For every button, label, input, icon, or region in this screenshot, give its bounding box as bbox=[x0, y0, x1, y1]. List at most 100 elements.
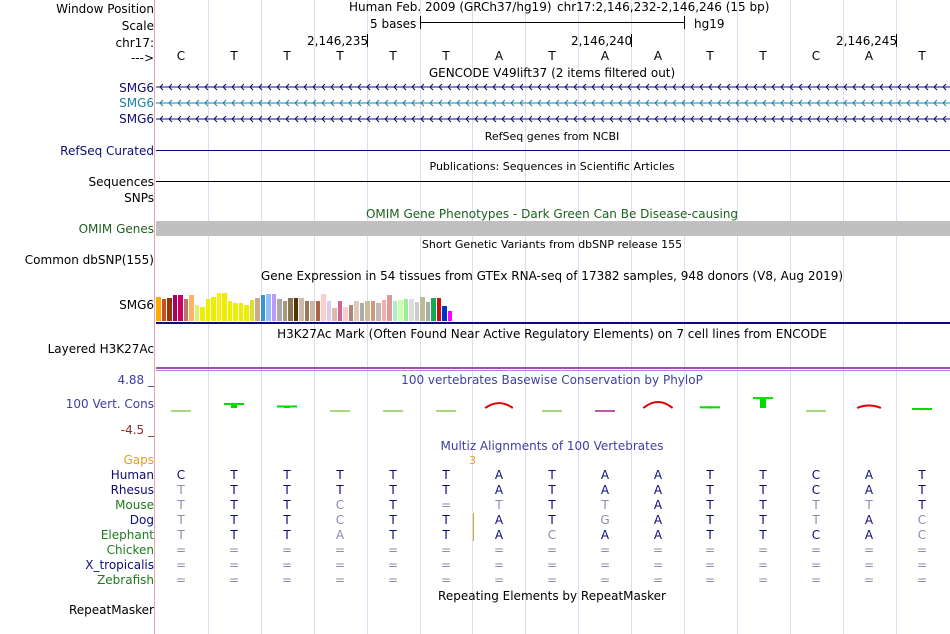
gtex-tissue-bar[interactable] bbox=[387, 295, 392, 321]
omim-track-title[interactable]: OMIM Gene Phenotypes - Dark Green Can Be… bbox=[365, 207, 739, 221]
gtex-tissue-bar[interactable] bbox=[332, 308, 337, 321]
gtex-tissue-bar[interactable] bbox=[293, 298, 298, 321]
dbsnp-label[interactable]: Common dbSNP(155) bbox=[24, 253, 154, 267]
omim-label[interactable]: OMIM Genes bbox=[78, 222, 154, 236]
gtex-tissue-bar[interactable] bbox=[343, 307, 348, 321]
gtex-tissue-bar[interactable] bbox=[310, 301, 315, 321]
gencode-label-1[interactable]: SMG6 bbox=[119, 81, 154, 95]
gtex-tissue-bar[interactable] bbox=[337, 301, 342, 321]
multiz-track-title[interactable]: Multiz Alignments of 100 Vertebrates bbox=[440, 439, 664, 453]
gtex-tissue-bar[interactable] bbox=[200, 307, 205, 321]
h3k27ac-track-title[interactable]: H3K27Ac Mark (Often Found Near Active Re… bbox=[277, 327, 827, 341]
publication-sequence-line[interactable] bbox=[156, 181, 950, 182]
gtex-tissue-bar[interactable] bbox=[260, 295, 265, 321]
gtex-tissue-bar[interactable] bbox=[227, 301, 232, 321]
gtex-tissue-bar[interactable] bbox=[376, 303, 381, 321]
gtex-tissue-bar[interactable] bbox=[205, 299, 210, 321]
gtex-tissue-bar[interactable] bbox=[414, 302, 419, 321]
species-label-zebrafish[interactable]: Zebrafish bbox=[97, 573, 154, 587]
gencode-track-title[interactable]: GENCODE V49lift37 (2 items filtered out) bbox=[428, 66, 676, 80]
gtex-tissue-bar[interactable] bbox=[420, 297, 425, 321]
gencode-label-2[interactable]: SMG6 bbox=[119, 96, 154, 110]
gtex-tissue-bar[interactable] bbox=[299, 298, 304, 321]
species-label-elephant[interactable]: Elephant bbox=[100, 528, 154, 542]
species-label-mouse[interactable]: Mouse bbox=[115, 498, 154, 512]
gtex-tissue-bar[interactable] bbox=[183, 299, 188, 321]
gtex-tissue-bar[interactable] bbox=[233, 303, 238, 321]
gtex-tissue-bar[interactable] bbox=[442, 306, 447, 321]
gtex-tissue-bar[interactable] bbox=[315, 301, 320, 321]
conservation-letter[interactable] bbox=[277, 405, 297, 408]
gtex-tissue-bar[interactable] bbox=[398, 300, 403, 321]
gtex-tissue-bar[interactable] bbox=[370, 301, 375, 321]
gtex-tissue-bar[interactable] bbox=[222, 293, 227, 321]
strand-arrow-label[interactable]: ---> bbox=[130, 51, 154, 65]
gtex-tissue-bar[interactable] bbox=[266, 294, 271, 321]
gap-count[interactable]: 3 bbox=[469, 454, 476, 467]
species-label-x_tropicalis[interactable]: X_tropicalis bbox=[85, 558, 154, 572]
conservation-letter[interactable] bbox=[700, 406, 720, 409]
gtex-tissue-bar[interactable] bbox=[348, 305, 353, 321]
species-label-human[interactable]: Human bbox=[110, 468, 154, 482]
gtex-tissue-bar[interactable] bbox=[194, 305, 199, 321]
species-label-rhesus[interactable]: Rhesus bbox=[110, 483, 154, 497]
conservation-track-title[interactable]: 100 vertebrates Basewise Conservation by… bbox=[401, 373, 703, 387]
conservation-letter[interactable] bbox=[856, 404, 882, 409]
gtex-tissue-bar[interactable] bbox=[282, 301, 287, 321]
gtex-tissue-bar[interactable] bbox=[354, 301, 359, 321]
gtex-tissue-bar[interactable] bbox=[326, 301, 331, 321]
gtex-label[interactable]: SMG6 bbox=[119, 298, 154, 312]
conservation-letter[interactable] bbox=[484, 402, 514, 409]
gtex-tissue-bar[interactable] bbox=[238, 303, 243, 321]
gtex-tissue-bar[interactable] bbox=[381, 300, 386, 321]
gtex-tissue-bar[interactable] bbox=[304, 301, 309, 321]
gtex-tissue-bar[interactable] bbox=[172, 295, 177, 321]
gtex-tissue-bar[interactable] bbox=[167, 298, 172, 321]
gtex-tissue-bar[interactable] bbox=[211, 297, 216, 321]
publications-track-title[interactable]: Publications: Sequences in Scientific Ar… bbox=[429, 160, 675, 173]
gtex-tissue-bar[interactable] bbox=[447, 311, 452, 321]
refseq-label[interactable]: RefSeq Curated bbox=[60, 144, 154, 158]
dbsnp-track-title[interactable]: Short Genetic Variants from dbSNP releas… bbox=[421, 238, 683, 251]
gtex-tissue-bar[interactable] bbox=[156, 297, 161, 321]
omim-phenotype-bar[interactable] bbox=[156, 221, 950, 236]
gtex-tissue-bar[interactable] bbox=[189, 295, 194, 321]
gencode-label-3[interactable]: SMG6 bbox=[119, 112, 154, 126]
gtex-tissue-bar[interactable] bbox=[249, 300, 254, 321]
gtex-tissue-bar[interactable] bbox=[277, 299, 282, 321]
gtex-tissue-bar[interactable] bbox=[409, 299, 414, 321]
repeatmasker-track-title[interactable]: Repeating Elements by RepeatMasker bbox=[438, 589, 666, 603]
gtex-tissue-bar[interactable] bbox=[403, 299, 408, 321]
gtex-tissue-bar[interactable] bbox=[216, 293, 221, 321]
gtex-tissue-bar[interactable] bbox=[365, 301, 370, 321]
gtex-tissue-bar[interactable] bbox=[392, 301, 397, 321]
gtex-tissue-bar[interactable] bbox=[271, 294, 276, 321]
conservation-letter[interactable] bbox=[642, 400, 674, 409]
gtex-tissue-bar[interactable] bbox=[244, 305, 249, 321]
h3k27ac-label[interactable]: Layered H3K27Ac bbox=[47, 342, 154, 356]
conservation-letter[interactable] bbox=[912, 408, 932, 411]
gtex-tissue-bar[interactable] bbox=[425, 302, 430, 321]
gtex-tissue-bar[interactable] bbox=[178, 295, 183, 321]
gtex-tissue-bar[interactable] bbox=[431, 298, 436, 321]
refseq-track-title[interactable]: RefSeq genes from NCBI bbox=[484, 130, 620, 143]
gtex-tissue-bar[interactable] bbox=[436, 298, 441, 321]
gtex-tissue-bar[interactable] bbox=[288, 298, 293, 321]
conservation-letter[interactable] bbox=[753, 397, 773, 408]
gtex-tissue-bar[interactable] bbox=[321, 294, 326, 321]
sequences-label[interactable]: Sequences bbox=[88, 175, 154, 189]
conservation-letter[interactable] bbox=[224, 402, 244, 408]
gtex-tissue-bar[interactable] bbox=[255, 298, 260, 321]
species-label-dog[interactable]: Dog bbox=[129, 513, 154, 527]
conservation-label[interactable]: 100 Vert. Cons bbox=[65, 397, 154, 411]
gaps-label[interactable]: Gaps bbox=[123, 453, 154, 467]
snps-label[interactable]: SNPs bbox=[124, 191, 154, 205]
refseq-gene-line[interactable] bbox=[156, 150, 950, 151]
gtex-tissue-bar[interactable] bbox=[359, 303, 364, 321]
gtex-tissue-bar[interactable] bbox=[161, 299, 166, 321]
gtex-track-title[interactable]: Gene Expression in 54 tissues from GTEx … bbox=[260, 269, 844, 283]
species-label-chicken[interactable]: Chicken bbox=[106, 543, 154, 557]
repeatmasker-label[interactable]: RepeatMasker bbox=[68, 603, 154, 617]
